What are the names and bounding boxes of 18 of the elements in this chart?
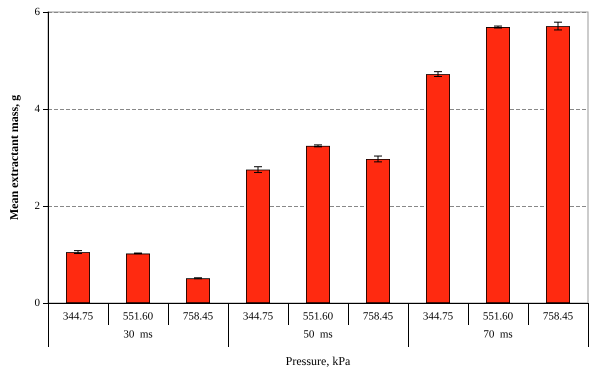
x-tick-label: 344.75 — [62, 310, 94, 322]
x-tick-label: 551.60 — [302, 310, 334, 322]
x-tick-label: 551.60 — [122, 310, 154, 322]
text: 30 ms — [123, 328, 153, 340]
y-tick-label: 0 — [34, 297, 40, 309]
x-tick-label: 551.60 — [482, 310, 514, 322]
x-tick-label: 758.45 — [182, 310, 214, 322]
x-tick-label: 758.45 — [362, 310, 394, 322]
x-axis-title: Pressure, kPa — [286, 354, 351, 368]
y-tick-label: 6 — [34, 6, 40, 18]
y-tick-label: 2 — [34, 200, 40, 212]
x-tick-label: 344.75 — [242, 310, 274, 322]
y-tick-label: 4 — [34, 103, 40, 115]
text: 50 ms — [303, 328, 333, 340]
x-tick-label: 758.45 — [542, 310, 574, 322]
y-axis-title: Mean extractant mass, g — [7, 94, 21, 220]
text: 70 ms — [483, 328, 513, 340]
x-tick-label: 344.75 — [422, 310, 454, 322]
